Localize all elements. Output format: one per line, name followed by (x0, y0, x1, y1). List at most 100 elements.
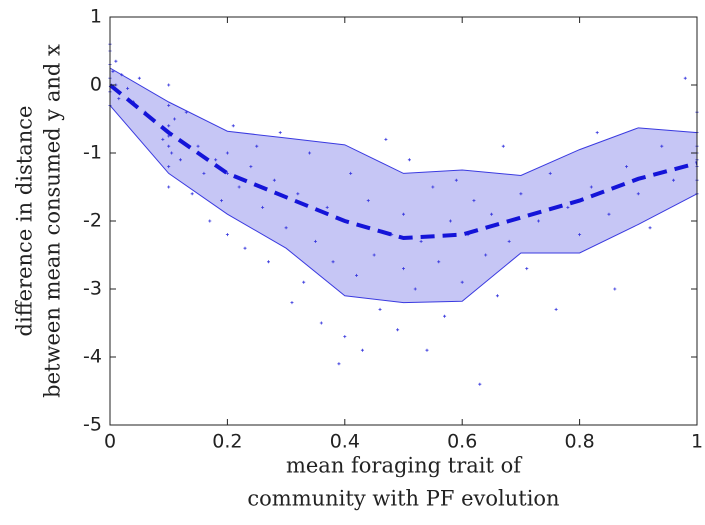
data-point (120, 73, 124, 77)
data-point (672, 178, 676, 182)
data-point (472, 199, 476, 203)
data-point (261, 205, 265, 209)
data-point (407, 158, 411, 162)
data-point (460, 280, 464, 284)
data-point (378, 307, 382, 311)
data-point (202, 171, 206, 175)
data-point (648, 226, 652, 230)
x-tick-label: 0.4 (330, 431, 360, 453)
data-point (425, 348, 429, 352)
data-point (167, 103, 171, 107)
data-point (237, 185, 241, 189)
data-point (607, 212, 611, 216)
data-point (437, 260, 441, 264)
data-point (249, 165, 253, 169)
data-point (372, 253, 376, 257)
data-point (272, 178, 276, 182)
data-point (660, 144, 664, 148)
data-point (214, 158, 218, 162)
x-axis-label: community with PF evolution (247, 487, 559, 511)
data-point (126, 86, 130, 90)
x-axis-label: mean foraging trait of (286, 454, 523, 478)
data-point (537, 219, 541, 223)
data-point (325, 205, 329, 209)
data-point (625, 165, 629, 169)
y-tick-label: -4 (83, 346, 102, 368)
data-point (519, 192, 523, 196)
data-point (167, 124, 171, 128)
y-tick-label: -2 (83, 210, 102, 232)
data-point (220, 199, 224, 203)
data-point (225, 151, 229, 155)
data-point (278, 131, 282, 135)
data-point (507, 239, 511, 243)
x-tick-label: 0.6 (447, 431, 477, 453)
data-point (161, 137, 165, 141)
data-point (167, 144, 171, 148)
y-axis-label: difference in distance (13, 106, 37, 337)
data-point (454, 178, 458, 182)
data-point (396, 328, 400, 332)
x-tick-label: 0.8 (564, 431, 594, 453)
data-point (178, 158, 182, 162)
data-point (554, 307, 558, 311)
data-point (413, 287, 417, 291)
data-point (184, 110, 188, 114)
data-point (431, 185, 435, 189)
data-point (167, 165, 171, 169)
data-point (402, 267, 405, 271)
data-point (117, 97, 121, 101)
data-point (355, 273, 359, 277)
data-point (290, 301, 294, 305)
data-point (196, 144, 200, 148)
data-point (190, 192, 194, 196)
data-point (490, 212, 494, 216)
y-tick-label: -5 (83, 414, 102, 436)
data-point (296, 192, 300, 196)
data-point (266, 260, 270, 264)
data-point (478, 382, 482, 386)
data-point (319, 321, 323, 325)
data-point (302, 280, 306, 284)
y-tick-label: -1 (83, 142, 102, 164)
y-axis-label: between mean consumed y and x (41, 44, 65, 398)
data-point (137, 76, 141, 80)
data-point (595, 131, 599, 135)
data-point (589, 185, 593, 189)
x-tick-label: 0.2 (212, 431, 242, 453)
data-point (578, 233, 582, 237)
data-point (484, 253, 488, 257)
data-point (443, 314, 447, 318)
data-point (225, 233, 229, 237)
data-point (636, 192, 640, 196)
data-point (114, 59, 118, 63)
data-point (548, 171, 552, 175)
data-point (366, 199, 370, 203)
data-point (448, 219, 452, 223)
data-point (243, 246, 247, 250)
mean-line (108, 83, 698, 241)
data-point (525, 267, 529, 271)
data-point (170, 151, 174, 155)
data-point (231, 124, 235, 128)
data-point (402, 212, 405, 216)
data-point (501, 144, 505, 148)
data-point (308, 151, 312, 155)
data-point (384, 137, 388, 141)
data-point (208, 219, 212, 223)
data-point (313, 239, 317, 243)
data-point (284, 226, 288, 230)
data-point (167, 185, 171, 189)
data-point (349, 171, 353, 175)
y-tick-label: 0 (90, 74, 102, 96)
x-tick-label: 0 (104, 431, 116, 453)
data-point (173, 117, 177, 121)
data-point (343, 335, 347, 339)
y-tick-label: 1 (90, 6, 102, 28)
data-point (111, 69, 115, 73)
data-point (495, 294, 499, 298)
data-point (167, 83, 171, 87)
data-point (331, 260, 335, 264)
data-point (419, 239, 423, 243)
